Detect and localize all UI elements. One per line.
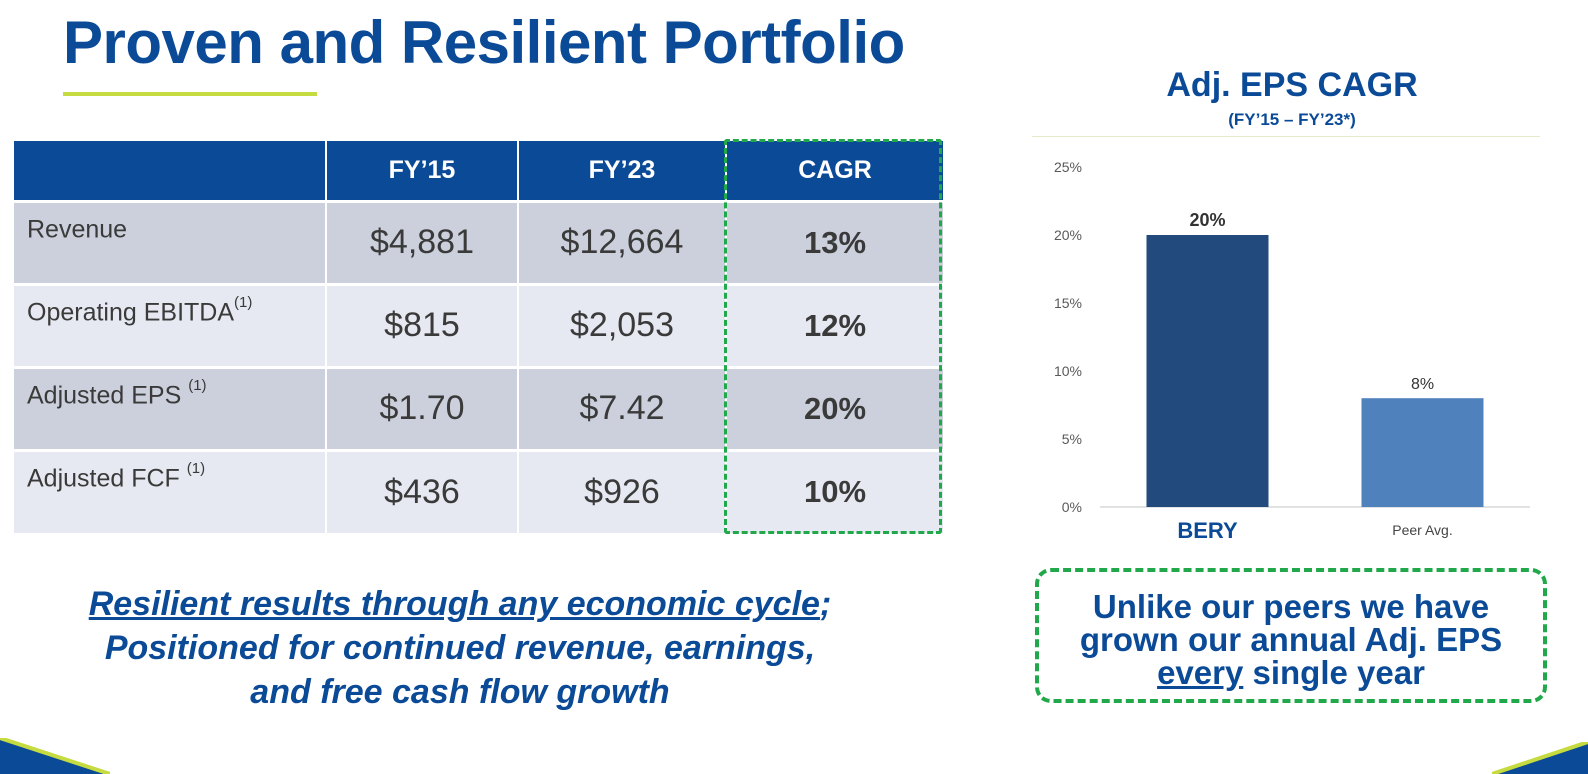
- financial-summary-table: FY’15 FY’23 CAGR Revenue $4,881 $12,664 …: [14, 141, 945, 533]
- row-label-text: Adjusted EPS: [27, 380, 189, 409]
- row-label: Adjusted FCF (1): [14, 448, 327, 533]
- y-tick-label: 20%: [1054, 227, 1082, 243]
- x-tick-label: Peer Avg.: [1392, 522, 1452, 538]
- table-header-row: FY’15 FY’23 CAGR: [14, 141, 945, 201]
- x-tick-label: BERY: [1177, 518, 1238, 543]
- corner-stroke-lime: [0, 738, 110, 774]
- row-label: Adjusted EPS (1): [14, 365, 327, 450]
- fy23-value: $2,053: [518, 282, 727, 367]
- bar: [1361, 398, 1484, 507]
- fy23-value: $12,664: [518, 199, 727, 284]
- header-blank: [14, 141, 327, 201]
- y-tick-label: 25%: [1054, 159, 1082, 175]
- eps-cagr-bar-chart: 0% 5% 10% 15% 20% 25% 20% BERY 8% Peer Avg.: [1054, 159, 1530, 543]
- tagline-line-1: Resilient results through any economic c…: [30, 582, 890, 626]
- tagline-line-3: and free cash flow growth: [250, 673, 670, 711]
- chart-title-rule: [1032, 136, 1540, 137]
- chart-title: Adj. EPS CAGR: [1166, 66, 1418, 104]
- callout-line-3: every single year: [1039, 656, 1543, 689]
- row-label-text: Adjusted FCF: [27, 463, 187, 492]
- tagline-line-1-suffix: ;: [819, 585, 832, 623]
- y-tick-label: 0%: [1062, 499, 1082, 515]
- fy15-value: $436: [326, 448, 519, 533]
- page-title: Proven and Resilient Portfolio: [63, 9, 905, 76]
- callout-box: Unlike our peers we have grown our annua…: [1035, 568, 1547, 703]
- cagr-value: 13%: [726, 199, 945, 284]
- callout-line-2: grown our annual Adj. EPS: [1079, 621, 1503, 658]
- y-tick-label: 15%: [1054, 295, 1082, 311]
- row-label: Operating EBITDA(1): [14, 282, 327, 367]
- header-cagr: CAGR: [726, 141, 945, 201]
- tagline-line-2: Positioned for continued revenue, earnin…: [104, 629, 816, 667]
- tagline: Resilient results through any economic c…: [30, 582, 890, 714]
- title-underline: [63, 92, 317, 96]
- table-row: Adjusted FCF (1) $436 $926 10%: [14, 448, 945, 533]
- corner-accent-right: [1492, 742, 1588, 774]
- table-row: Revenue $4,881 $12,664 13%: [14, 199, 945, 284]
- table-row: Operating EBITDA(1) $815 $2,053 12%: [14, 282, 945, 367]
- header-fy23: FY’23: [518, 141, 727, 201]
- y-tick-label: 5%: [1062, 431, 1082, 447]
- header-fy15: FY’15: [326, 141, 519, 201]
- footnote-marker: (1): [186, 459, 206, 477]
- cagr-value: 20%: [726, 365, 945, 450]
- row-label-text: Revenue: [27, 214, 128, 243]
- fy15-value: $4,881: [326, 199, 519, 284]
- corner-accent-left: [0, 738, 110, 774]
- cagr-value: 12%: [726, 282, 945, 367]
- chart-subtitle: (FY’15 – FY’23*): [1228, 110, 1356, 129]
- bar: [1146, 235, 1269, 507]
- callout-emphasis: every: [1157, 654, 1244, 691]
- fy15-value: $1.70: [326, 365, 519, 450]
- corner-stroke-lime: [1492, 742, 1588, 774]
- data-label: 8%: [1411, 376, 1434, 393]
- cagr-value: 10%: [726, 448, 945, 533]
- callout-line-3-rest: single year: [1243, 654, 1425, 691]
- footnote-marker: (1): [234, 293, 253, 311]
- y-tick-label: 10%: [1054, 363, 1082, 379]
- row-label-text: Operating EBITDA: [27, 297, 235, 326]
- fy23-value: $926: [518, 448, 727, 533]
- footnote-marker: (1): [188, 376, 207, 394]
- tagline-line-1-text: Resilient results through any economic c…: [88, 585, 820, 623]
- table-row: Adjusted EPS (1) $1.70 $7.42 20%: [14, 365, 945, 450]
- fy15-value: $815: [326, 282, 519, 367]
- data-label: 20%: [1189, 210, 1225, 230]
- row-label: Revenue: [14, 199, 327, 284]
- fy23-value: $7.42: [518, 365, 727, 450]
- callout-line-1: Unlike our peers we have: [1092, 588, 1490, 625]
